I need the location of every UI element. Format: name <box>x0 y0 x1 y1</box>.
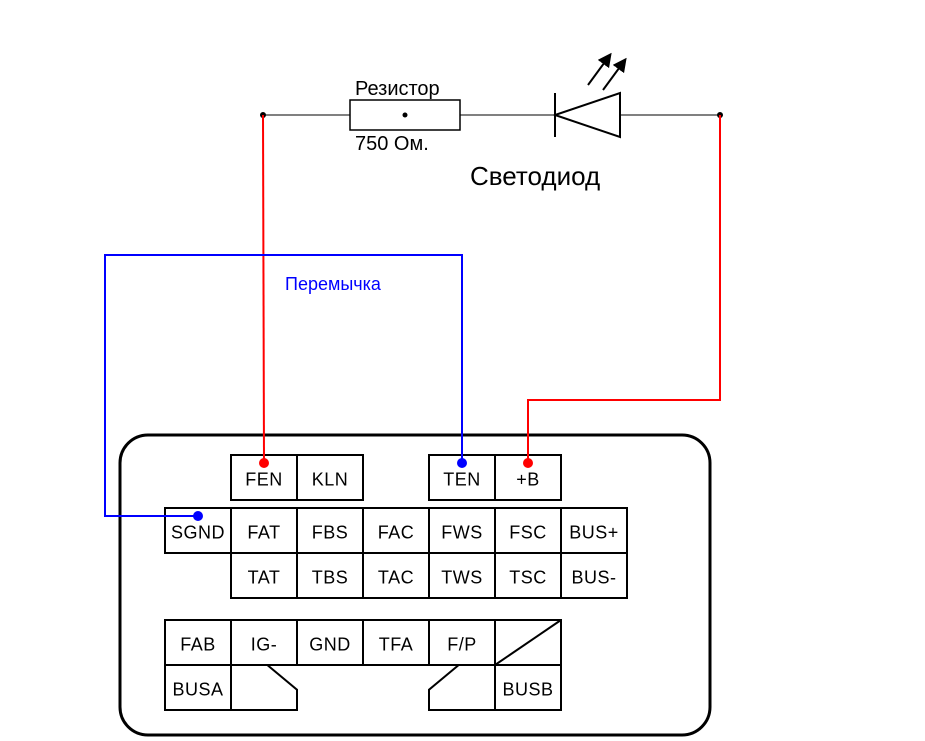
pin-TAC: TAC <box>378 568 414 588</box>
wire-red-fen <box>263 115 264 463</box>
pin-IG-: IG- <box>251 635 278 655</box>
pin-GND: GND <box>309 635 351 655</box>
pin-KLN: KLN <box>312 470 349 490</box>
pin-FAC: FAC <box>378 523 415 543</box>
pin-BUSplus: BUS+ <box>569 523 619 543</box>
led-label: Светодиод <box>470 161 600 191</box>
pin-FSC: FSC <box>509 523 547 543</box>
pin-F-P: F/P <box>447 635 477 655</box>
pin-SGND: SGND <box>171 523 225 543</box>
jumper-wire <box>105 255 462 516</box>
pin-BUS-: BUS- <box>571 568 616 588</box>
resistor-value: 750 Ом. <box>355 133 429 155</box>
pin-TAT: TAT <box>248 568 281 588</box>
pin-BUSB: BUSB <box>502 680 553 700</box>
diagram-stage: FEN KLN TEN +B SGND FAT FBS FAC FWS FSC BUS+ TAT TBS… <box>0 0 925 741</box>
pin-TWS: TWS <box>441 568 483 588</box>
led-symbol <box>555 93 620 137</box>
pin-FBS: FBS <box>312 523 349 543</box>
jumper-label: Перемычка <box>285 274 382 294</box>
resistor-label: Резистор <box>355 78 440 100</box>
pin-FAB: FAB <box>180 635 216 655</box>
pin-FAT: FAT <box>247 523 280 543</box>
pin-BUSA: BUSA <box>172 680 223 700</box>
pin-TFA: TFA <box>379 635 414 655</box>
pin-TBS: TBS <box>312 568 349 588</box>
pin-FWS: FWS <box>441 523 483 543</box>
schematic-svg: FEN KLN TEN +B SGND FAT FBS FAC FWS FSC BUS+ TAT TBS… <box>0 0 925 741</box>
pin-TSC: TSC <box>509 568 547 588</box>
pin-TEN: TEN <box>443 470 481 490</box>
pin-FEN: FEN <box>245 470 283 490</box>
pin-plusB: +B <box>516 470 540 490</box>
